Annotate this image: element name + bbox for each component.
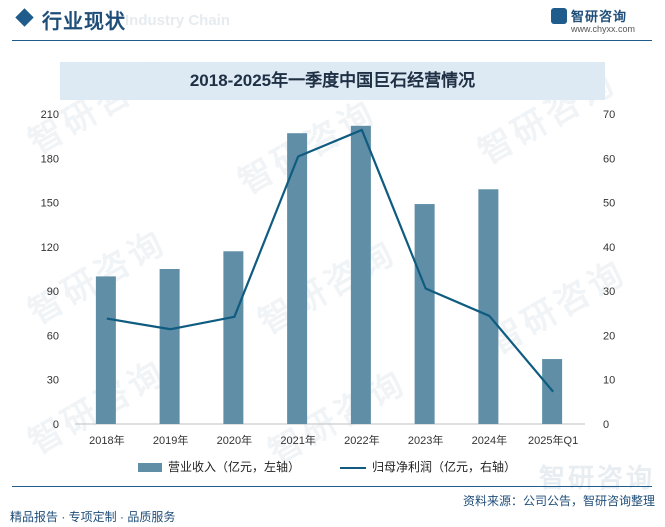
revenue-bar — [350, 125, 371, 425]
footer-divider — [12, 486, 652, 487]
revenue-bar — [414, 204, 435, 424]
legend-label-profit: 归母净利润（亿元，右轴） — [372, 460, 517, 474]
revenue-bar — [478, 189, 499, 424]
page-title: 行业现状 — [42, 11, 126, 33]
revenue-bar — [159, 269, 180, 424]
y-left-tick-label: 60 — [47, 330, 59, 342]
x-tick-label: 2022年 — [344, 433, 379, 447]
y-right-tick-label: 40 — [603, 242, 615, 254]
y-left-tick-label: 210 — [41, 109, 59, 121]
revenue-bar — [223, 251, 244, 424]
footer-tagline: 精品报告 · 专项定制 · 品质服务 — [10, 510, 176, 524]
legend-item-profit: 归母净利润（亿元，右轴） — [340, 458, 516, 476]
x-tick-label: 2023年 — [408, 433, 443, 447]
brand-name: 智研咨询 — [571, 9, 628, 24]
x-tick-label: 2024年 — [472, 433, 507, 447]
brand-logo-block: 智研咨询 www.chyxx.com — [551, 6, 651, 38]
legend-item-revenue: 营业收入（亿元，左轴） — [138, 458, 300, 476]
revenue-bar — [95, 276, 116, 424]
x-tick-label: 2025年Q1 — [528, 433, 578, 447]
y-right-tick-label: 30 — [603, 286, 615, 298]
source-note: 资料来源：公司公告，智研咨询整理 — [462, 494, 655, 508]
page-header: 行业现状 Industry Chain 智研咨询 www.chyxx.com — [0, 0, 665, 40]
y-right-tick-label: 0 — [603, 419, 609, 431]
x-tick-label: 2021年 — [280, 433, 315, 447]
chart-title-band — [60, 62, 605, 100]
profit-line — [106, 128, 554, 393]
y-right-tick-label: 10 — [603, 375, 615, 387]
y-right-tick-label: 70 — [603, 109, 615, 121]
y-left-tick-label: 30 — [47, 375, 59, 387]
legend-bar-swatch — [138, 463, 162, 473]
revenue-bar — [287, 133, 308, 424]
y-left-tick-label: 0 — [53, 419, 59, 431]
y-right-tick-label: 60 — [603, 153, 615, 165]
y-left-tick-label: 120 — [41, 242, 59, 254]
legend-label-revenue: 营业收入（亿元，左轴） — [168, 460, 301, 474]
x-tick-label: 2019年 — [153, 433, 188, 447]
legend-line-swatch — [340, 466, 366, 469]
header-ghost-text: Industry Chain — [125, 12, 231, 29]
y-left-tick-label: 180 — [41, 153, 59, 165]
y-right-tick-label: 50 — [603, 198, 615, 210]
x-tick-label: 2020年 — [217, 433, 252, 447]
x-tick-label: 2018年 — [89, 433, 124, 447]
legend: 营业收入（亿元，左轴） 归母净利润（亿元，右轴） — [0, 458, 665, 476]
y-right-tick-label: 20 — [603, 330, 615, 342]
y-left-tick-label: 90 — [47, 286, 59, 298]
footer-brand-watermark: 智研咨询 — [538, 463, 655, 493]
y-left-tick-label: 150 — [41, 198, 59, 210]
chart-title: 2018-2025年一季度中国巨石经营情况 — [189, 71, 476, 90]
header-divider — [12, 40, 652, 41]
brand-logo-icon — [551, 8, 567, 24]
brand-url: www.chyxx.com — [571, 24, 636, 34]
